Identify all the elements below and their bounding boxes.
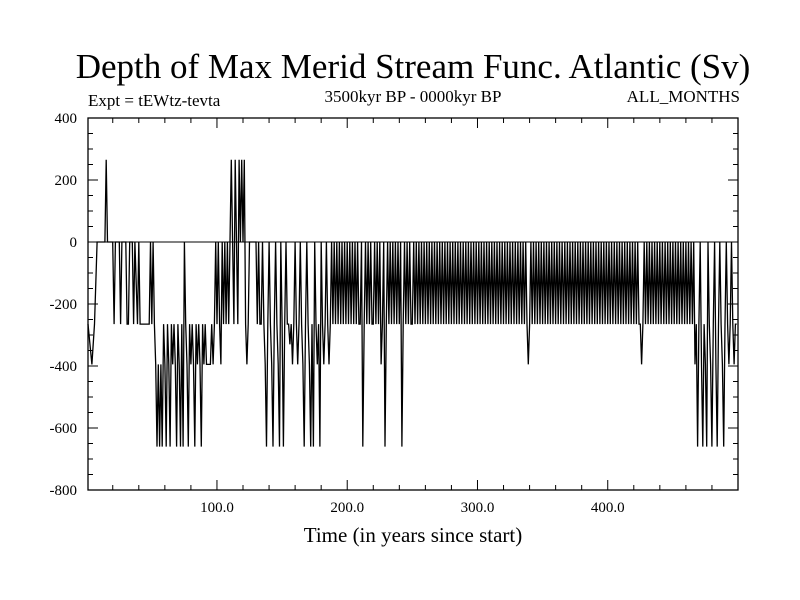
series-layer <box>87 159 737 447</box>
y-tick-label: -800 <box>50 483 78 499</box>
y-tick-label: 200 <box>55 173 78 189</box>
x-tick-label: 300.0 <box>461 500 495 516</box>
x-axis-label: Time (in years since start) <box>304 523 523 547</box>
x-tick-label: 400.0 <box>591 500 625 516</box>
period-label: 3500kyr BP - 0000kyr BP <box>325 87 502 106</box>
expt-label: Expt = tEWtz-tevta <box>88 91 221 110</box>
series-line <box>87 159 737 447</box>
plot-frame <box>87 117 739 491</box>
chart-title: Depth of Max Merid Stream Func. Atlantic… <box>76 47 751 86</box>
y-tick-label: 0 <box>70 235 78 251</box>
plot-border <box>87 117 739 491</box>
x-tick-label: 100.0 <box>200 500 234 516</box>
y-tick-label: 400 <box>55 111 78 127</box>
x-tick-label: 200.0 <box>330 500 364 516</box>
y-tick-label: -600 <box>50 421 78 437</box>
plot-axes: 100.0 200.0 300.0 400.0 400 200 0 -200 -400 -600 -… <box>50 111 738 516</box>
y-tick-label: -200 <box>50 297 78 313</box>
months-label: ALL_MONTHS <box>627 87 740 106</box>
y-tick-label: -400 <box>50 359 78 375</box>
